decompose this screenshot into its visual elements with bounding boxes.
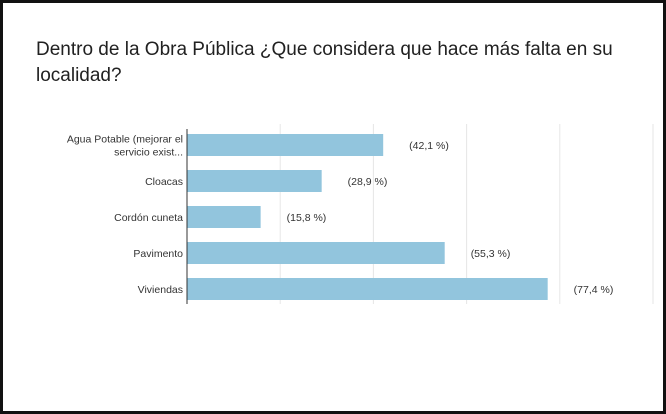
chart-title: Dentro de la Obra Pública ¿Que considera…	[36, 39, 613, 86]
data-label: (55,3 %)	[471, 248, 511, 260]
data-label: (15,8 %)	[287, 212, 327, 224]
category-label: Viviendas	[138, 284, 183, 296]
bar-1	[187, 134, 384, 156]
bar-2	[187, 170, 322, 192]
category-label: Cordón cuneta	[114, 212, 183, 224]
bar-3	[187, 206, 261, 228]
data-label: (42,1 %)	[409, 140, 449, 152]
category-label: Pavimento	[133, 248, 183, 260]
bar-4	[187, 242, 445, 264]
data-label: (77,4 %)	[574, 284, 614, 296]
category-label: Agua Potable (mejorar el	[67, 134, 183, 146]
category-label: servicio exist...	[114, 147, 183, 159]
data-label: (28,9 %)	[348, 176, 388, 188]
category-label: Cloacas	[145, 176, 183, 188]
bar-5	[187, 278, 548, 300]
